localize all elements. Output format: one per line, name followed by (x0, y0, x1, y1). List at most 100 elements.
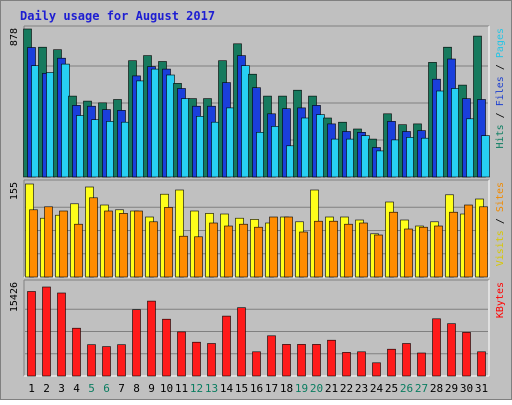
x-tick-label: 1 (28, 382, 35, 395)
bar-sites-day-18 (284, 216, 293, 278)
bar-sites-day-5 (89, 197, 98, 278)
bar-kbytes-day-14 (222, 315, 231, 377)
bar-kbytes-day-6 (102, 346, 111, 377)
bar-sites-day-16 (254, 226, 263, 278)
bar-kbytes-day-24 (372, 362, 381, 377)
legend-separator: / (495, 212, 506, 230)
legend-separator: / (495, 58, 506, 76)
x-tick-label: 4 (73, 382, 80, 395)
bar-kbytes-day-9 (147, 300, 156, 377)
x-tick-label: 8 (133, 382, 140, 395)
bar-sites-day-11 (179, 235, 188, 278)
bar-kbytes-day-17 (267, 335, 276, 377)
bar-kbytes-day-25 (387, 348, 396, 377)
bar-kbytes-day-3 (57, 292, 66, 377)
chart-title: Daily usage for August 2017 (20, 9, 215, 23)
bar-kbytes-day-7 (117, 344, 126, 377)
x-tick-label: 14 (220, 382, 234, 395)
x-tick-label: 3 (58, 382, 65, 395)
x-tick-label: 17 (265, 382, 278, 395)
bar-kbytes-day-18 (282, 344, 291, 377)
bar-sites-day-15 (239, 223, 248, 278)
bar-kbytes-day-31 (477, 351, 486, 377)
bar-sites-day-8 (134, 210, 143, 278)
y-axis-legend: Visits / Sites (495, 182, 506, 266)
x-tick-label: 24 (370, 382, 384, 395)
bar-kbytes-day-2 (42, 286, 51, 377)
y-max-label: 15426 (9, 282, 20, 312)
bar-kbytes-day-4 (72, 327, 81, 377)
bar-sites-day-10 (164, 207, 173, 278)
x-tick-label: 19 (295, 382, 308, 395)
bar-sites-day-29 (449, 211, 458, 278)
x-tick-label: 12 (190, 382, 203, 395)
bar-kbytes-day-11 (177, 331, 186, 377)
x-tick-label: 16 (250, 382, 263, 395)
bar-kbytes-day-23 (357, 351, 366, 377)
bar-kbytes-day-8 (132, 309, 141, 377)
x-tick-label: 30 (460, 382, 473, 395)
bar-kbytes-day-20 (312, 344, 321, 377)
x-tick-label: 22 (340, 382, 353, 395)
bar-sites-day-27 (419, 226, 428, 278)
x-tick-label: 10 (160, 382, 173, 395)
bar-sites-day-7 (119, 213, 128, 278)
x-tick-label: 23 (355, 382, 368, 395)
bar-sites-day-30 (464, 204, 473, 278)
bar-kbytes-day-30 (462, 332, 471, 377)
panel-kbytes: 15426 KBytes (9, 279, 506, 377)
bar-sites-day-22 (344, 223, 353, 278)
bar-sites-day-31 (479, 206, 488, 278)
bar-kbytes-day-19 (297, 344, 306, 377)
bar-sites-day-14 (224, 225, 233, 278)
bar-sites-day-28 (434, 225, 443, 278)
x-tick-label: 18 (280, 382, 293, 395)
bar-kbytes-day-12 (192, 341, 201, 377)
x-tick-label: 26 (400, 382, 413, 395)
bar-kbytes-day-15 (237, 307, 246, 377)
x-tick-label: 21 (325, 382, 338, 395)
bar-sites-day-4 (74, 223, 83, 278)
legend-separator: / (495, 106, 506, 124)
panel-hits: 878 Hits / Files / Pages (9, 25, 506, 178)
panels: 878 Hits / Files / Pages 155 Visits / Sites… (9, 25, 506, 377)
y-max-label: 155 (9, 182, 20, 200)
x-tick-label: 7 (118, 382, 125, 395)
bar-kbytes-day-26 (402, 343, 411, 377)
x-tick-label: 11 (175, 382, 188, 395)
bar-sites-day-3 (59, 210, 68, 278)
bar-sites-day-24 (374, 234, 383, 278)
legend-hits: Hits (495, 124, 506, 148)
bar-kbytes-day-28 (432, 318, 441, 377)
legend-pages: Pages (495, 28, 506, 58)
legend-sites: Sites (495, 182, 506, 212)
bar-sites-day-23 (359, 222, 368, 278)
bar-sites-day-2 (44, 206, 53, 278)
bar-sites-day-6 (104, 210, 113, 278)
x-tick-label: 27 (415, 382, 428, 395)
bar-kbytes-day-16 (252, 351, 261, 377)
x-tick-label: 28 (430, 382, 443, 395)
y-axis-legend: Hits / Files / Pages (495, 28, 506, 148)
legend-visits: Visits (495, 230, 506, 266)
x-tick-label: 13 (205, 382, 218, 395)
x-tick-label: 31 (475, 382, 488, 395)
bar-sites-day-12 (194, 236, 203, 278)
bar-sites-day-19 (299, 231, 308, 278)
bar-sites-day-13 (209, 222, 218, 278)
legend-files: Files (495, 76, 506, 106)
bar-sites-day-25 (389, 211, 398, 278)
x-tick-label: 2 (43, 382, 50, 395)
bar-kbytes-day-13 (207, 343, 216, 377)
bar-sites-day-20 (314, 220, 323, 278)
x-tick-label: 5 (88, 382, 95, 395)
x-axis: 1 2 3 4 5 6 7 8 9 10 11 12 13 14 15 16 17 18 19 20 21 22 23 24 2… (28, 382, 488, 395)
bar-kbytes-day-1 (27, 291, 36, 377)
bar-pages-day-31 (481, 135, 490, 178)
x-tick-label: 6 (103, 382, 110, 395)
legend-kbytes: KBytes (495, 282, 506, 318)
panel-visits: 155 Visits / Sites (9, 179, 506, 278)
x-tick-label: 29 (445, 382, 458, 395)
